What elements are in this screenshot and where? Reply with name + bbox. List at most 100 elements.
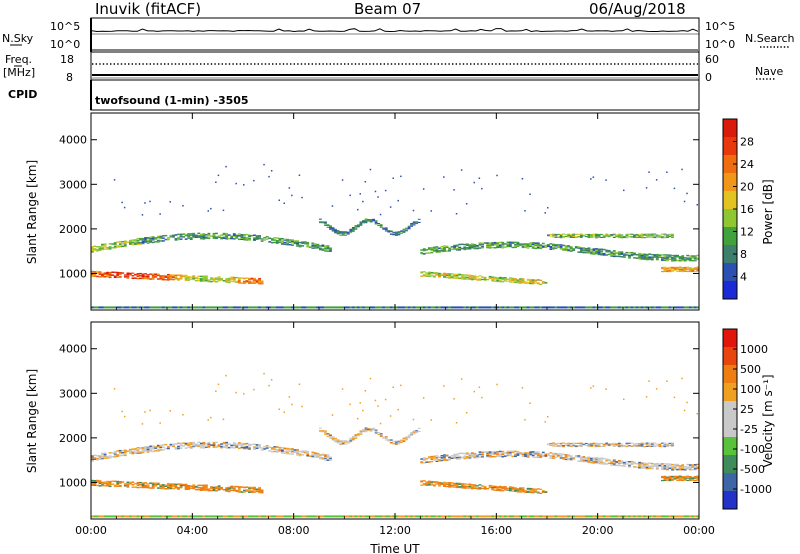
vel-cell: [587, 460, 591, 462]
power-cell: [590, 252, 593, 255]
vel-cell: [433, 481, 436, 484]
vel-cell: [681, 464, 685, 466]
vel-cell: [174, 487, 178, 489]
power-cell: [552, 233, 555, 235]
power-cell: [587, 248, 591, 250]
vel-cell: [430, 455, 434, 458]
power-cell: [101, 273, 104, 276]
vel-ground: [131, 515, 135, 518]
power-cell: [648, 236, 652, 238]
power-cell: [617, 255, 621, 258]
vel-cell: [473, 456, 477, 459]
power-ground: [572, 306, 576, 309]
vel-cell: [172, 485, 175, 488]
vel-cell: [205, 484, 208, 486]
vel-cell: [443, 483, 446, 485]
vel-cell: [374, 429, 378, 431]
vel-cell: [278, 448, 282, 450]
vel-cell: [534, 451, 538, 453]
vel-cell: [235, 485, 239, 488]
vel-cell: [245, 448, 249, 450]
freq-tick-top: 18: [60, 53, 74, 66]
power-cell: [438, 274, 441, 276]
power-cell: [671, 266, 674, 269]
vel-cell: [427, 457, 431, 459]
vel-cell: [144, 482, 147, 484]
power-cell: [445, 274, 449, 277]
power-ground: [164, 306, 168, 309]
power-cell: [468, 274, 472, 276]
vel-cell: [498, 490, 502, 492]
power-cell: [572, 249, 576, 252]
power-cell: [691, 268, 695, 270]
vel-cell: [362, 429, 365, 431]
power-cell: [567, 235, 571, 237]
power-cell: [445, 250, 449, 252]
vel-cell: [663, 463, 667, 465]
power-cell: [615, 252, 619, 254]
power-speck: [210, 207, 212, 210]
power-cell: [98, 249, 102, 251]
nsearch-label: N.Search: [745, 32, 795, 45]
power-cell: [615, 236, 619, 238]
power-cell: [303, 241, 307, 243]
vel-cell: [562, 453, 565, 456]
power-cell: [91, 249, 94, 252]
power-cell: [336, 230, 340, 232]
power-cell: [653, 237, 657, 239]
power-cell: [243, 282, 246, 284]
vel-cell: [207, 443, 211, 445]
vel-cell: [450, 486, 454, 488]
vel-cell: [123, 450, 127, 453]
power-cell: [455, 275, 459, 277]
power-cell: [265, 238, 269, 240]
vel-cell: [189, 446, 193, 448]
power-ground: [643, 306, 647, 309]
vel-cell: [666, 445, 669, 447]
power-speck: [400, 175, 402, 178]
power-ground: [161, 306, 165, 309]
vel-cell: [129, 449, 132, 452]
vel-cell: [253, 489, 256, 491]
vel-cell: [486, 451, 489, 453]
power-cell: [326, 224, 330, 226]
vel-cell: [688, 476, 692, 479]
power-ground: [405, 306, 408, 309]
vel-ground: [313, 515, 317, 518]
vel-cell: [471, 484, 474, 486]
vel-ground: [420, 515, 424, 518]
vel-cell: [440, 459, 444, 462]
vel-cell: [491, 452, 495, 454]
power-cell: [232, 233, 236, 235]
power-cell: [668, 269, 672, 271]
vel-cell: [519, 453, 522, 455]
vel-cell: [465, 456, 469, 458]
vel-cell: [243, 443, 246, 445]
velocity-colorbar-swatch: [723, 437, 737, 456]
power-cell: [491, 278, 495, 280]
power-ground: [415, 306, 419, 309]
power-speck: [443, 176, 445, 178]
power-ground: [336, 306, 340, 309]
power-cell: [205, 236, 208, 238]
power-cell: [592, 233, 596, 235]
vel-cell: [311, 455, 315, 457]
vel-cell: [121, 454, 125, 457]
vel-cell: [569, 444, 573, 446]
power-cell: [661, 237, 664, 239]
vel-cell: [417, 430, 421, 432]
vel-cell: [207, 489, 211, 492]
power-cell: [154, 273, 158, 275]
vel-speck: [362, 409, 364, 412]
vel-cell: [562, 446, 565, 448]
vel-cell: [255, 444, 259, 446]
vel-cell: [250, 486, 254, 489]
vel-cell: [628, 463, 631, 466]
vel-cell: [364, 427, 368, 429]
vel-cell: [597, 445, 601, 447]
vel-cell: [582, 456, 586, 458]
vel-cell: [676, 463, 679, 466]
vel-cell: [640, 467, 644, 469]
power-cell: [683, 258, 687, 261]
vel-cell: [592, 457, 596, 459]
